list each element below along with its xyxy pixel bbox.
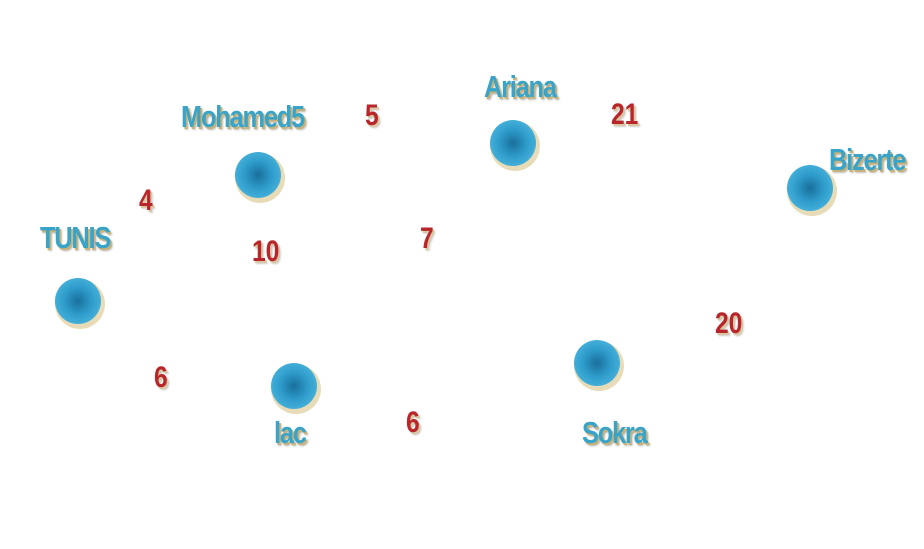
node-label-sokra: Sokra bbox=[582, 415, 648, 450]
edge-weight: 10 bbox=[252, 235, 280, 268]
node-label-bizerte: Bizerte bbox=[829, 142, 906, 177]
node-label-lac: lac bbox=[274, 415, 307, 450]
node-tunis bbox=[55, 278, 105, 329]
edge-weight: 5 bbox=[365, 99, 379, 132]
edge-weight: 7 bbox=[420, 222, 434, 255]
node-sokra bbox=[574, 340, 624, 391]
edge-weight: 4 bbox=[139, 184, 153, 217]
node-mohamed5 bbox=[235, 152, 285, 203]
node-label-mohamed5: Mohamed5 bbox=[181, 99, 305, 134]
node-label-tunis: TUNIS bbox=[40, 220, 111, 255]
edge-weight: 6 bbox=[406, 406, 420, 439]
node-ariana bbox=[490, 120, 540, 171]
edge-weight: 20 bbox=[715, 307, 743, 340]
edge-weight: 21 bbox=[611, 98, 639, 131]
node-lac bbox=[271, 363, 321, 414]
node-label-ariana: Ariana bbox=[484, 69, 557, 104]
node-bizerte bbox=[787, 165, 837, 216]
edge-weight: 6 bbox=[154, 361, 168, 394]
